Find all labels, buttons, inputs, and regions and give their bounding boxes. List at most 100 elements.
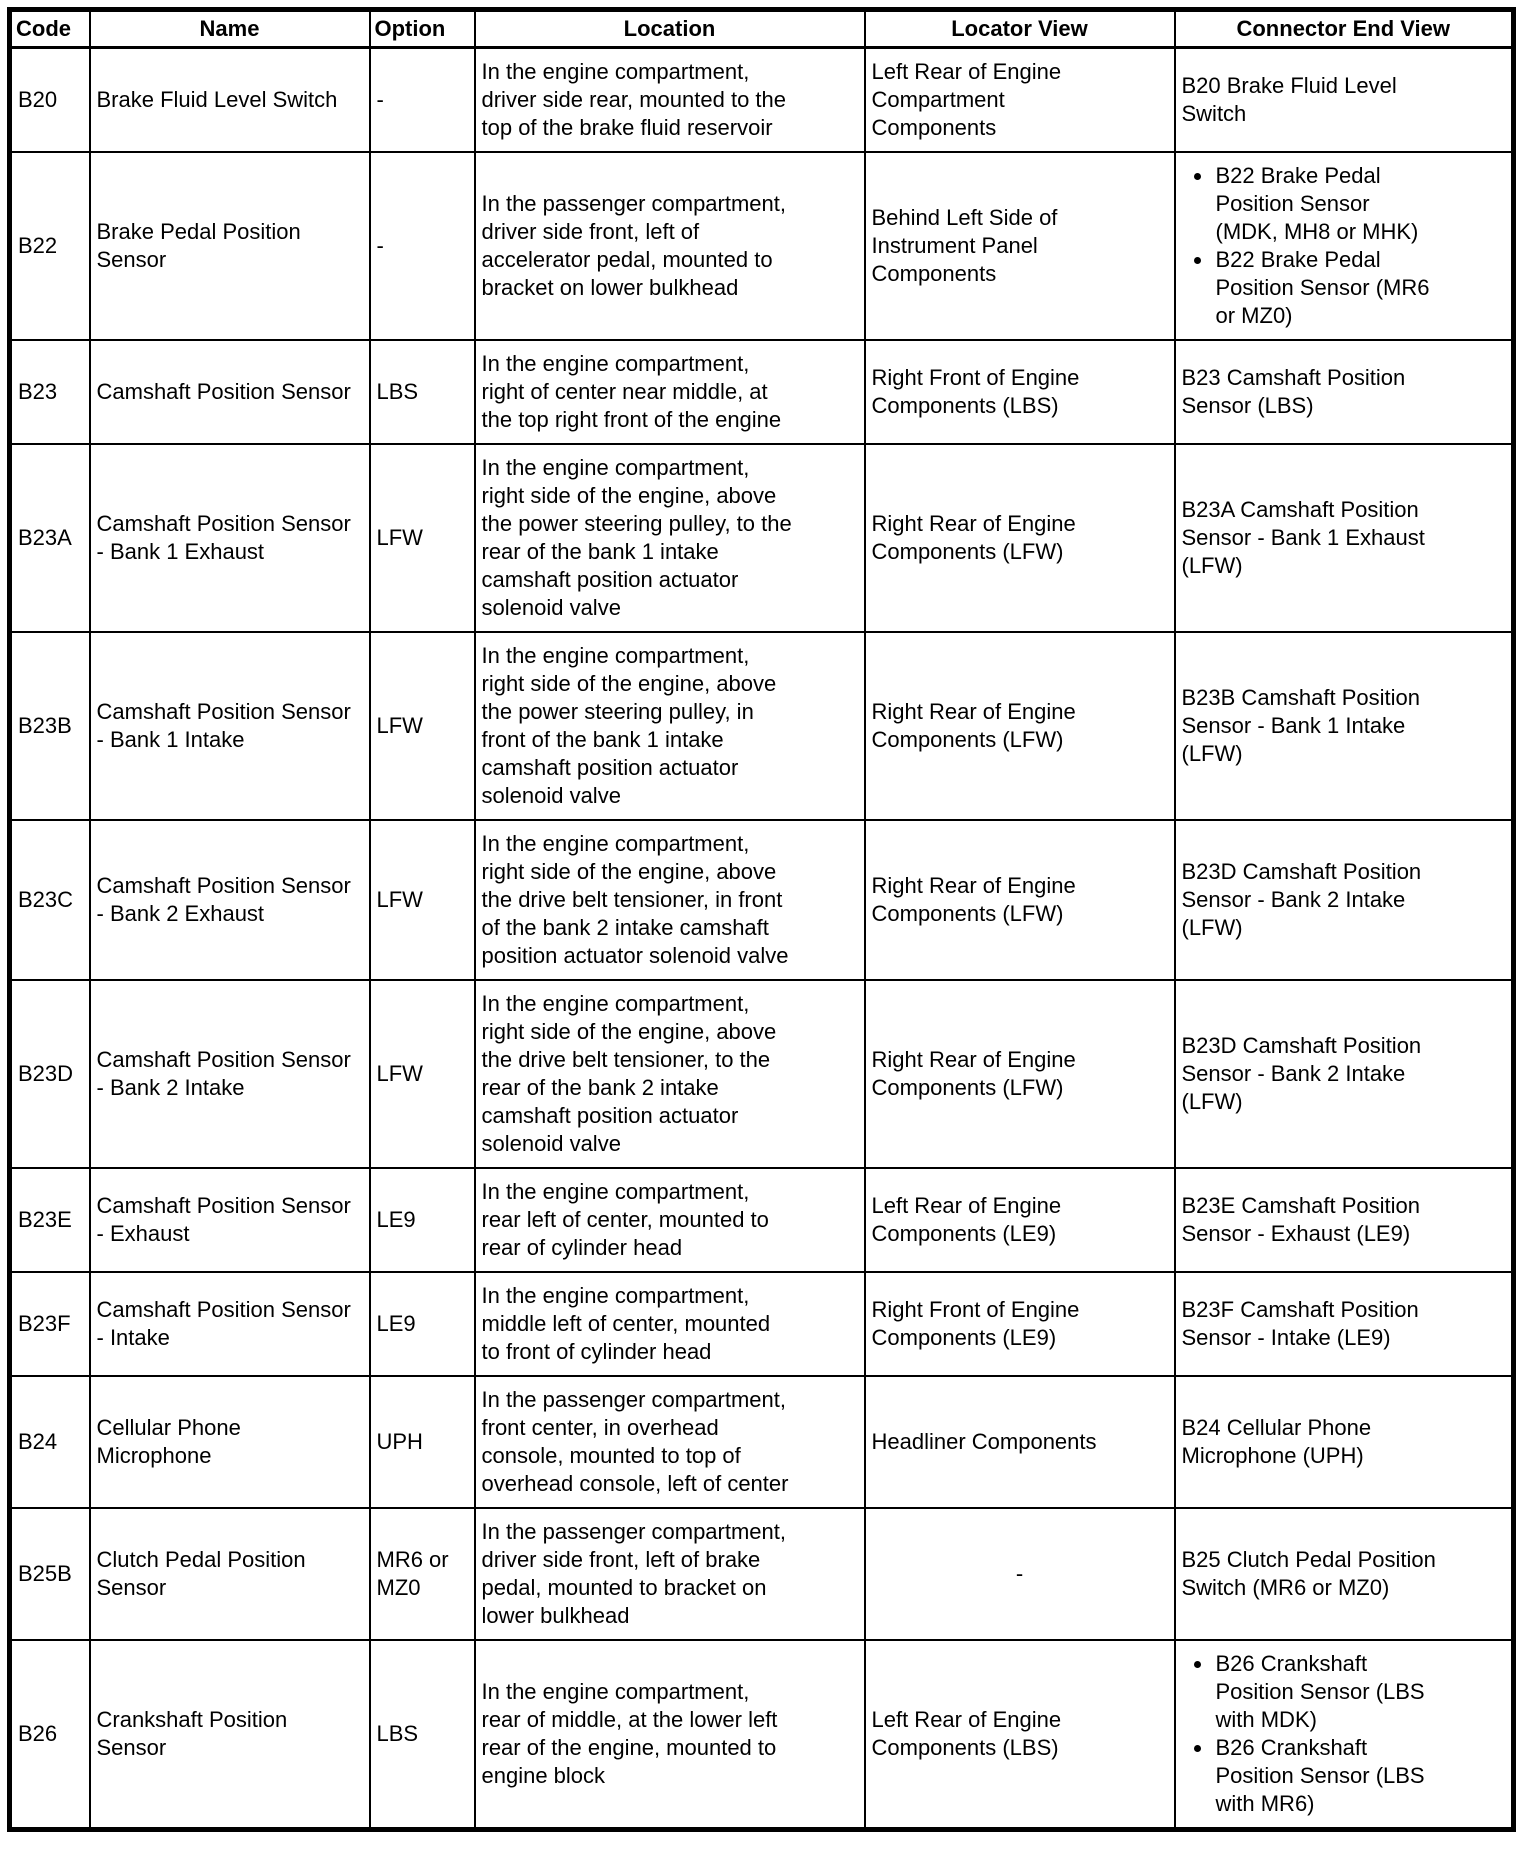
connector-end-view-cell: B23 Camshaft Position Sensor (LBS) (1173, 339, 1515, 445)
table-row: B23F Camshaft Position Sensor - Intake LE9… (8, 1271, 1515, 1377)
column-header-location: Location (473, 8, 866, 49)
option-cell: LBS (368, 339, 476, 445)
table-row: B23 Camshaft Position Sensor LBS In the eng… (8, 339, 1515, 445)
code-cell: B23E (8, 1167, 91, 1273)
code-cell: B25B (8, 1507, 91, 1641)
name-cell: Camshaft Position Sensor - Bank 1 Intake (88, 631, 371, 821)
location-cell: In the passenger compartment, driver sid… (473, 151, 866, 341)
connector-bullet-item: B26 Crankshaft Position Sensor (LBS with… (1214, 1650, 1506, 1734)
name-cell: Clutch Pedal Position Sensor (88, 1507, 371, 1641)
connector-end-view-cell: B23F Camshaft Position Sensor - Intake (… (1173, 1271, 1515, 1377)
connector-bullet-item: B22 Brake Pedal Position Sensor (MDK, MH… (1214, 162, 1506, 246)
locator-view-cell: Left Rear of Engine Components (LE9) (863, 1167, 1176, 1273)
location-cell: In the engine compartment, right of cent… (473, 339, 866, 445)
connector-bullet-list: B22 Brake Pedal Position Sensor (MDK, MH… (1182, 162, 1506, 330)
name-cell: Camshaft Position Sensor (88, 339, 371, 445)
option-cell: - (368, 151, 476, 341)
name-cell: Camshaft Position Sensor - Exhaust (88, 1167, 371, 1273)
location-cell: In the engine compartment, middle left o… (473, 1271, 866, 1377)
location-cell: In the engine compartment, right side of… (473, 443, 866, 633)
connector-bullet-item: B26 Crankshaft Position Sensor (LBS with… (1214, 1734, 1506, 1818)
connector-end-view-cell: B23D Camshaft Position Sensor - Bank 2 I… (1173, 819, 1515, 981)
location-cell: In the engine compartment, right side of… (473, 819, 866, 981)
locator-view-cell: Right Rear of Engine Components (LFW) (863, 631, 1176, 821)
column-header-connector-end-view: Connector End View (1173, 8, 1515, 49)
table-row: B24 Cellular Phone Microphone UPH In the pa… (8, 1375, 1515, 1509)
table-row: B23A Camshaft Position Sensor - Bank 1 Ex… (8, 443, 1515, 633)
table-row: B23B Camshaft Position Sensor - Bank 1 In… (8, 631, 1515, 821)
table-row: B23C Camshaft Position Sensor - Bank 2 Ex… (8, 819, 1515, 981)
locator-view-cell: Right Rear of Engine Components (LFW) (863, 819, 1176, 981)
locator-view-cell: Right Rear of Engine Components (LFW) (863, 443, 1176, 633)
connector-bullet-item: B22 Brake Pedal Position Sensor (MR6 or … (1214, 246, 1506, 330)
location-cell: In the engine compartment, rear left of … (473, 1167, 866, 1273)
connector-end-view-cell: B23D Camshaft Position Sensor - Bank 2 I… (1173, 979, 1515, 1169)
table-row: B22 Brake Pedal Position Sensor - In the pa… (8, 151, 1515, 341)
table-row: B23E Camshaft Position Sensor - Exhaust LE… (8, 1167, 1515, 1273)
table-row: B26 Crankshaft Position Sensor LBS In the e… (8, 1639, 1515, 1831)
locator-view-cell: - (863, 1507, 1176, 1641)
option-cell: MR6 or MZ0 (368, 1507, 476, 1641)
connector-bullet-list: B26 Crankshaft Position Sensor (LBS with… (1182, 1650, 1506, 1818)
connector-location-table: Code Name Option Location Locator View C… (7, 7, 1516, 1832)
code-cell: B23B (8, 631, 91, 821)
locator-view-cell: Behind Left Side of Instrument Panel Com… (863, 151, 1176, 341)
connector-end-view-cell: B23B Camshaft Position Sensor - Bank 1 I… (1173, 631, 1515, 821)
column-header-locator-view: Locator View (863, 8, 1176, 49)
name-cell: Camshaft Position Sensor - Intake (88, 1271, 371, 1377)
connector-end-view-cell: B26 Crankshaft Position Sensor (LBS with… (1173, 1639, 1515, 1831)
locator-view-cell: Left Rear of Engine Compartment Componen… (863, 46, 1176, 153)
option-cell: LFW (368, 443, 476, 633)
header-row: Code Name Option Location Locator View C… (8, 8, 1515, 49)
name-cell: Cellular Phone Microphone (88, 1375, 371, 1509)
option-cell: - (368, 46, 476, 153)
name-cell: Brake Fluid Level Switch (88, 46, 371, 153)
connector-end-view-cell: B20 Brake Fluid Level Switch (1173, 46, 1515, 153)
code-cell: B26 (8, 1639, 91, 1831)
locator-view-cell: Left Rear of Engine Components (LBS) (863, 1639, 1176, 1831)
option-cell: LE9 (368, 1167, 476, 1273)
table-row: B25B Clutch Pedal Position Sensor MR6 or M… (8, 1507, 1515, 1641)
option-cell: LFW (368, 631, 476, 821)
location-cell: In the passenger compartment, driver sid… (473, 1507, 866, 1641)
column-header-option: Option (368, 8, 476, 49)
location-cell: In the passenger compartment, front cent… (473, 1375, 866, 1509)
name-cell: Camshaft Position Sensor - Bank 2 Intake (88, 979, 371, 1169)
table-row: B20 Brake Fluid Level Switch - In the engin… (8, 46, 1515, 153)
locator-view-cell: Right Front of Engine Components (LBS) (863, 339, 1176, 445)
option-cell: LFW (368, 819, 476, 981)
column-header-name: Name (88, 8, 371, 49)
name-cell: Brake Pedal Position Sensor (88, 151, 371, 341)
code-cell: B24 (8, 1375, 91, 1509)
location-cell: In the engine compartment, right side of… (473, 631, 866, 821)
code-cell: B20 (8, 46, 91, 153)
connector-end-view-cell: B22 Brake Pedal Position Sensor (MDK, MH… (1173, 151, 1515, 341)
code-cell: B23F (8, 1271, 91, 1377)
table-header: Code Name Option Location Locator View C… (8, 8, 1515, 49)
name-cell: Camshaft Position Sensor - Bank 2 Exhaus… (88, 819, 371, 981)
location-cell: In the engine compartment, rear of middl… (473, 1639, 866, 1831)
location-cell: In the engine compartment, driver side r… (473, 46, 866, 153)
table-body: B20 Brake Fluid Level Switch - In the engin… (8, 46, 1515, 1831)
code-cell: B23 (8, 339, 91, 445)
option-cell: LE9 (368, 1271, 476, 1377)
name-cell: Crankshaft Position Sensor (88, 1639, 371, 1831)
option-cell: LFW (368, 979, 476, 1169)
code-cell: B23D (8, 979, 91, 1169)
locator-view-cell: Headliner Components (863, 1375, 1176, 1509)
connector-end-view-cell: B24 Cellular Phone Microphone (UPH) (1173, 1375, 1515, 1509)
option-cell: LBS (368, 1639, 476, 1831)
connector-end-view-cell: B23E Camshaft Position Sensor - Exhaust … (1173, 1167, 1515, 1273)
location-cell: In the engine compartment, right side of… (473, 979, 866, 1169)
connector-end-view-cell: B25 Clutch Pedal Position Switch (MR6 or… (1173, 1507, 1515, 1641)
code-cell: B22 (8, 151, 91, 341)
option-cell: UPH (368, 1375, 476, 1509)
code-cell: B23C (8, 819, 91, 981)
connector-end-view-cell: B23A Camshaft Position Sensor - Bank 1 E… (1173, 443, 1515, 633)
locator-view-cell: Right Front of Engine Components (LE9) (863, 1271, 1176, 1377)
name-cell: Camshaft Position Sensor - Bank 1 Exhaus… (88, 443, 371, 633)
table-row: B23D Camshaft Position Sensor - Bank 2 In… (8, 979, 1515, 1169)
locator-view-cell: Right Rear of Engine Components (LFW) (863, 979, 1176, 1169)
code-cell: B23A (8, 443, 91, 633)
column-header-code: Code (8, 8, 91, 49)
